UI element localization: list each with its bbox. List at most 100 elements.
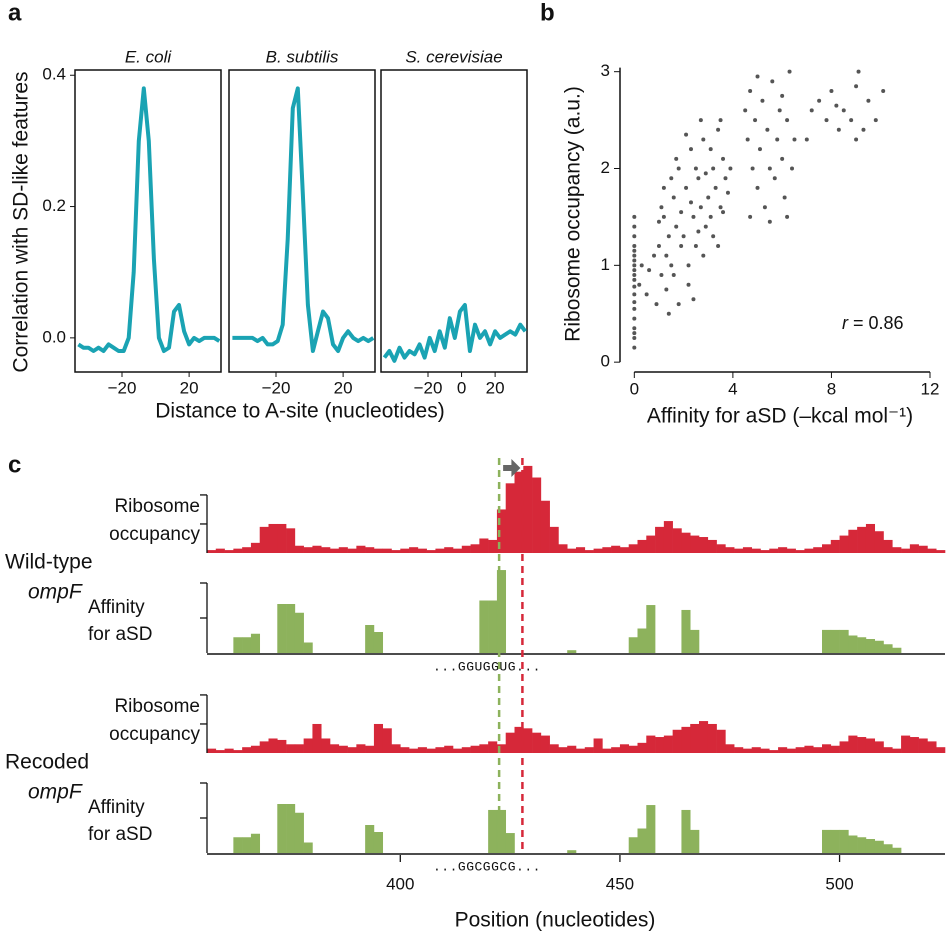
scatter-point [684, 132, 689, 137]
scatter-point [632, 273, 637, 278]
histogram-bar [883, 844, 893, 853]
histogram-bar [681, 532, 691, 553]
scatter-point [824, 118, 829, 123]
histogram-bar [330, 548, 340, 553]
histogram-bar [242, 637, 252, 653]
histogram-bar [294, 812, 304, 853]
scatter-point [686, 282, 691, 287]
scatter-point [785, 118, 790, 123]
histogram-bar [716, 729, 726, 753]
series-name: for aSD [88, 624, 152, 645]
histogram-bar [488, 539, 498, 553]
histogram-bar [312, 723, 322, 753]
histogram-bar [532, 732, 542, 753]
histogram-bar [848, 735, 858, 753]
histogram-bar [883, 747, 893, 753]
group-name: Recoded [5, 751, 89, 774]
y-tick-label: 0 [601, 352, 610, 371]
histogram-bar [417, 747, 427, 753]
histogram-bar [277, 804, 287, 853]
histogram-bar [479, 538, 489, 553]
scatter-point [703, 224, 708, 229]
histogram-bar [769, 548, 779, 553]
histogram-bar [259, 741, 269, 753]
histogram-bar [505, 833, 515, 853]
histogram-bar [268, 523, 278, 553]
y-axis-label: Correlation with SD-like features [10, 71, 33, 372]
histogram-bar [224, 550, 234, 553]
x-tick-label: 450 [606, 874, 634, 893]
x-tick-label: 8 [827, 379, 836, 398]
scatter-point [829, 89, 834, 94]
scatter-point [849, 118, 854, 123]
histogram-bar [637, 539, 647, 553]
scatter-point [652, 253, 657, 258]
histogram-bar [505, 483, 515, 553]
histogram-bar [628, 745, 638, 753]
histogram-bar [277, 604, 287, 653]
histogram-bar [848, 529, 858, 553]
histogram-bar [567, 650, 577, 653]
panel-letter: b [540, 0, 555, 26]
histogram-bar [409, 748, 419, 753]
histogram-bar [822, 629, 832, 653]
series-name: occupancy [109, 724, 200, 745]
histogram-bar [584, 550, 594, 553]
histogram-bar [540, 500, 550, 553]
scatter-point [632, 258, 637, 263]
histogram-bar [690, 723, 700, 753]
histogram-bar [611, 747, 621, 753]
histogram-bar [602, 748, 612, 753]
histogram-bar [883, 644, 893, 653]
sequence: ...GGCGGCG... [433, 859, 541, 874]
histogram-bar [347, 548, 357, 553]
histogram-bar [356, 545, 366, 553]
scatter-point [718, 118, 723, 123]
scatter-point [661, 185, 666, 190]
x-tick-label: −20 [108, 378, 137, 397]
scatter-point [834, 103, 839, 108]
scatter-point [790, 166, 795, 171]
histogram-bar [786, 748, 796, 753]
histogram-bar [277, 523, 287, 553]
histogram-bar [778, 747, 788, 753]
scatter-point [696, 229, 701, 234]
x-tick-label: 0 [630, 379, 639, 398]
series-name: Affinity [88, 797, 145, 818]
gene-name: ompF [28, 781, 83, 804]
histogram-bar [233, 750, 243, 753]
histogram-bar [918, 545, 928, 553]
histogram-bar [338, 745, 348, 753]
histogram-bar [655, 737, 665, 753]
histogram-bar [892, 847, 902, 853]
histogram-bar [461, 545, 471, 553]
histogram-bar [690, 535, 700, 553]
histogram-bar [224, 748, 234, 753]
data-line [77, 86, 221, 353]
histogram-bar [488, 741, 498, 753]
x-tick-label: 400 [386, 874, 414, 893]
histogram-bar [637, 628, 647, 653]
x-axis-label: Affinity for aSD (–kcal mol⁻¹) [647, 405, 913, 428]
x-tick-label: 0 [457, 378, 466, 397]
scatter-point [632, 345, 637, 350]
histogram-bar [593, 738, 603, 753]
histogram-bar [523, 728, 533, 753]
panel-letter: a [8, 0, 22, 26]
scatter-point [632, 248, 637, 253]
histogram-bar [646, 735, 656, 753]
histogram-bar [488, 809, 498, 853]
histogram-bar [207, 748, 217, 753]
scatter-point [671, 273, 676, 278]
histogram-bar [250, 542, 261, 553]
series-name: Ribosome [114, 496, 200, 517]
histogram-bar [215, 548, 225, 553]
histogram-bar [382, 728, 392, 753]
y-axis-label: Ribosome occupancy (a.u.) [562, 86, 585, 342]
histogram-bar [514, 726, 524, 753]
histogram-bar [619, 744, 630, 753]
scatter-point [760, 98, 765, 103]
histogram-bar [909, 544, 919, 553]
subplot-title: S. cerevisiae [405, 47, 502, 66]
histogram-bar [365, 547, 375, 553]
